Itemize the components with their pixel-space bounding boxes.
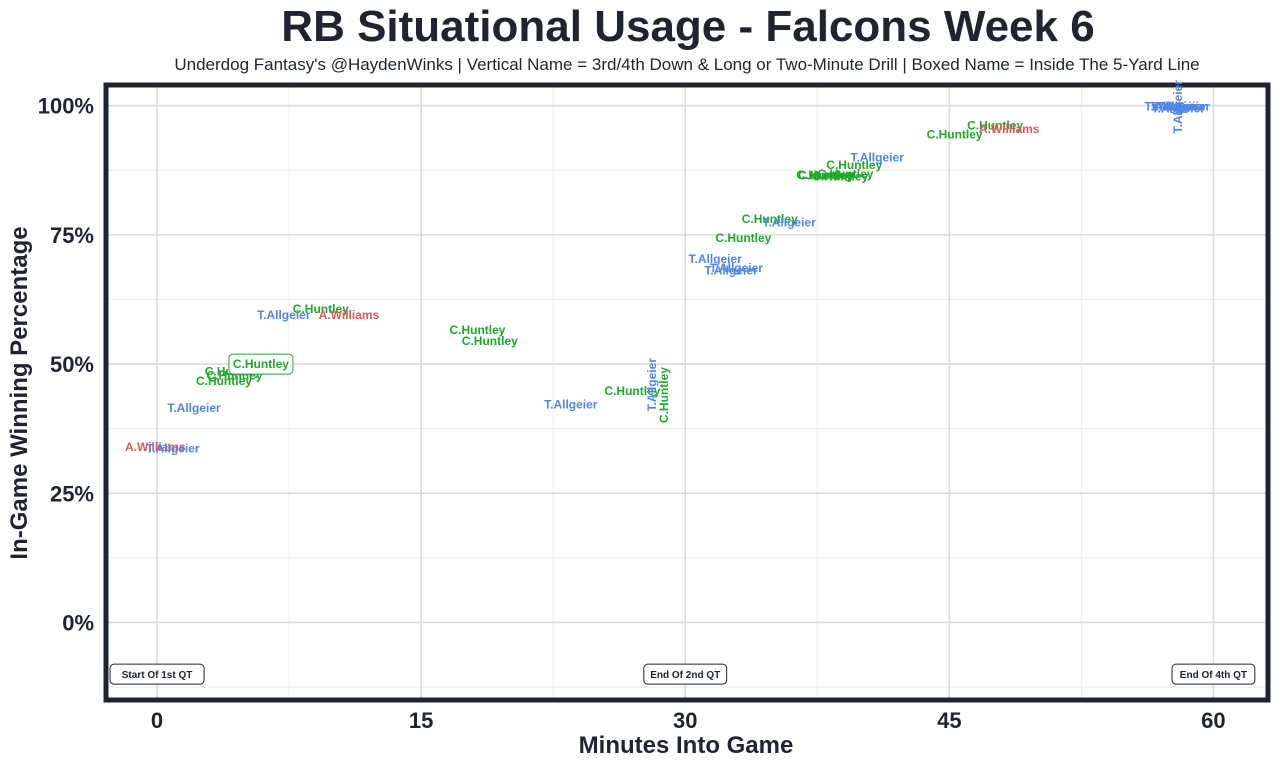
point-label: C.Huntley (196, 374, 252, 388)
points-layer: A.WilliamsT.AllgeierT.AllgeierC.HuntleyC… (125, 80, 1210, 456)
point-label: T.Allgeier (544, 397, 598, 411)
point-label: C.Huntley (233, 357, 289, 371)
point-label: C.Huntley (796, 168, 852, 182)
quarter-marker: End Of 2nd QT (643, 663, 728, 685)
y-tick-label: 0% (62, 610, 94, 635)
point-label: C.Huntley (449, 323, 505, 337)
point-label: T.Allgeier (704, 264, 758, 278)
x-axis-title: Minutes Into Game (579, 732, 794, 759)
chart-title: RB Situational Usage - Falcons Week 6 (281, 2, 1095, 51)
vertical-point-label: T.Allgeier (1171, 80, 1185, 134)
quarter-markers: Start Of 1st QT End Of 2nd QT End Of 4th Q… (109, 663, 1256, 685)
point-label: C.Huntley (826, 158, 882, 172)
point-label: T.Allgeier (710, 261, 764, 275)
point-label: T.Allgeier (1144, 100, 1198, 114)
plot-frame (103, 82, 1271, 703)
grid-layer (106, 85, 1268, 700)
point-label: C.Huntley (742, 212, 798, 226)
point-label: T.Allgeier (1152, 101, 1206, 115)
point-label: T.Allgeier (1153, 100, 1207, 114)
quarter-marker-label: Start Of 1st QT (122, 670, 193, 681)
x-tick-label: 60 (1201, 708, 1225, 733)
point-label: A.Williams (125, 440, 186, 454)
point-label: T.Allgeier (257, 308, 311, 322)
point-label: C.Huntley (798, 168, 854, 182)
tick-labels: 0% 25% 50% 75% 100% 0 15 30 45 60 (38, 94, 1226, 733)
point-label: A.Williams (979, 122, 1040, 136)
frame-layer (103, 82, 1271, 703)
point-label: C.Huntley (812, 169, 868, 183)
point-label: C.Huntley (967, 118, 1023, 132)
x-tick-label: 30 (673, 708, 697, 733)
point-label: T.Allgeier (146, 441, 200, 455)
x-tick-label: 45 (937, 708, 961, 733)
quarter-marker: Start Of 1st QT (109, 663, 205, 685)
quarter-marker-label: End Of 2nd QT (650, 670, 720, 681)
quarter-marker: End Of 4th QT (1171, 663, 1256, 685)
point-label: T.Allgeier (167, 401, 221, 415)
vertical-point-label: T.Allgeier (645, 358, 659, 412)
boxed-point-label: C.Huntley (228, 353, 294, 375)
point-label: T.Allgeier (762, 215, 816, 229)
point-label: C.Huntley (927, 128, 983, 142)
vertical-point-label: C.Huntley (657, 367, 671, 423)
y-tick-label: 75% (50, 223, 94, 248)
y-tick-label: 25% (50, 481, 94, 506)
point-label: T.Allgeier (850, 150, 904, 164)
y-axis-title: In-Game Winning Percentage (6, 226, 33, 559)
point-label: C.Huntley (817, 167, 873, 181)
point-label: T.Allgeier (1157, 100, 1211, 114)
x-tick-label: 15 (409, 708, 433, 733)
point-label: C.Huntley (715, 231, 771, 245)
point-label: C.Huntley (293, 302, 349, 316)
point-label: T.Allgeier (688, 252, 742, 266)
y-tick-label: 100% (38, 94, 94, 119)
point-label: T.Allgeier (1150, 100, 1204, 114)
quarter-marker-label: End Of 4th QT (1180, 670, 1247, 681)
y-tick-label: 50% (50, 352, 94, 377)
chart-subtitle: Underdog Fantasy's @HaydenWinks | Vertic… (174, 55, 1200, 74)
point-label: C.Huntley (462, 334, 518, 348)
point-label: C.Huntley (604, 384, 660, 398)
x-tick-label: 0 (151, 708, 163, 733)
point-label: A.Williams (319, 308, 380, 322)
